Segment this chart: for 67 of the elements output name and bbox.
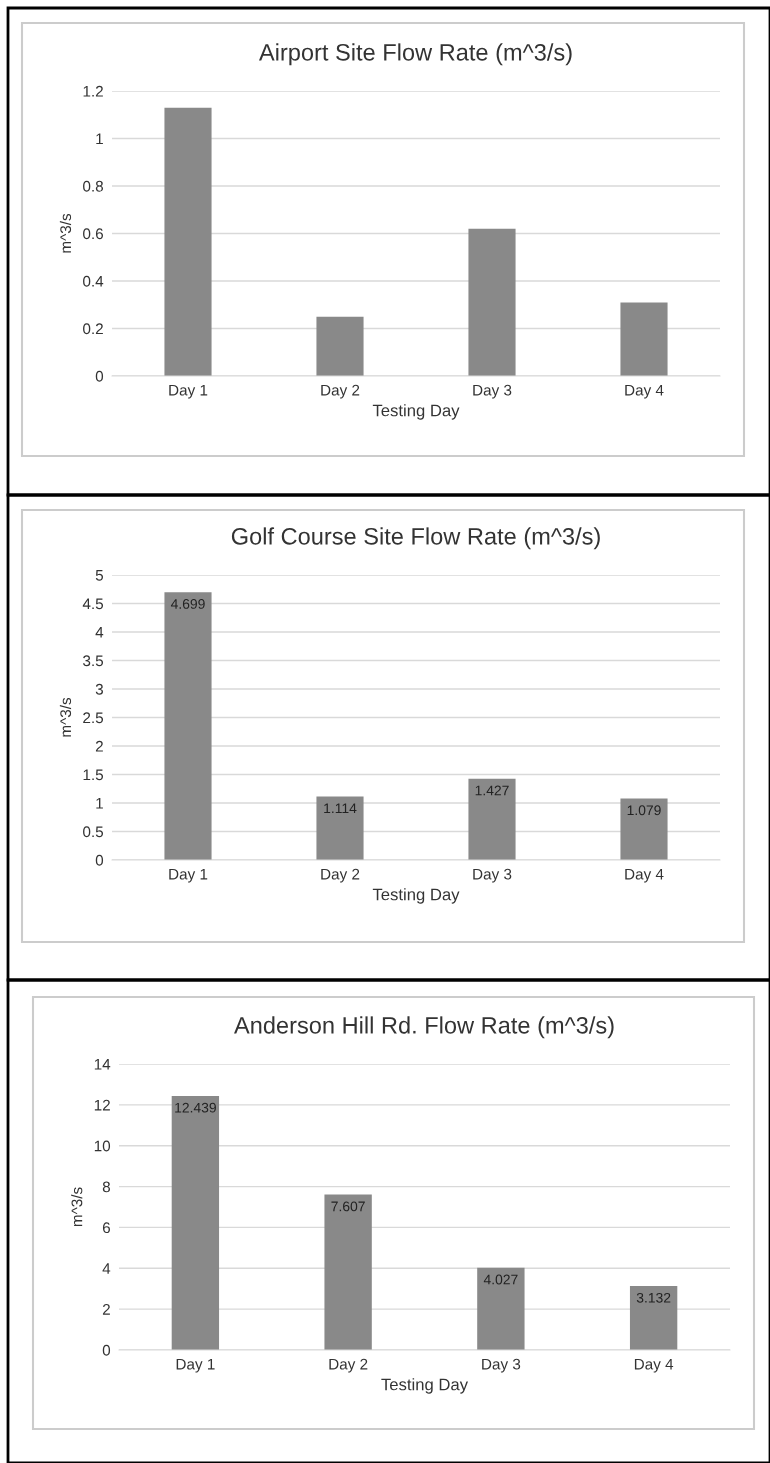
data-label: 3.132 [636,1292,671,1303]
y-tick-label: 0.2 [83,323,103,335]
data-label: 7.607 [331,1201,365,1212]
x-axis-title: Testing Day [381,1378,469,1394]
x-tick-label: Day 3 [482,1358,521,1373]
y-tick-label: 1.5 [83,769,104,781]
x-tick-label: Day 1 [176,1358,215,1373]
y-tick-label: 0 [95,854,104,866]
x-tick-label: Day 1 [169,384,208,399]
x-tick-label: Day 3 [473,384,512,399]
y-axis-title: m^3/s [59,213,72,253]
y-tick-label: 1 [96,798,103,809]
chart-title: Anderson Hill Rd. Flow Rate (m^3/s) [234,1016,614,1039]
x-tick-label: Day 4 [625,384,664,399]
y-tick-label: 4 [102,1263,111,1274]
y-tick-label: 3.5 [83,655,104,667]
y-tick-label: 0.5 [83,826,104,838]
y-tick-label: 4.5 [82,598,104,610]
chart-title: Golf Course Site Flow Rate (m^3/s) [231,527,600,550]
bar [620,302,668,376]
bar [629,1286,678,1350]
data-label: 1.079 [627,805,661,816]
y-tick-label: 14 [94,1059,111,1070]
bar [620,798,668,860]
bar [324,1194,372,1350]
y-axis-title: m^3/s [71,1187,83,1227]
x-tick-label: Day 4 [634,1358,674,1373]
x-tick-label: Day 2 [329,1358,368,1373]
bar [316,796,364,860]
x-tick-label: Day 2 [321,868,360,883]
bar [164,107,212,376]
y-tick-label: 5 [95,570,104,581]
bar [164,592,212,860]
y-tick-label: 8 [102,1181,110,1193]
y-tick-label: 1.2 [83,85,103,97]
bar [316,316,364,376]
y-tick-label: 3 [95,683,103,695]
data-label: 4.699 [170,599,205,609]
bar [468,778,516,860]
y-axis-title: m^3/s [59,697,72,737]
x-axis-title: Testing Day [372,404,460,420]
y-tick-label: 2 [95,740,103,752]
y-tick-label: 12 [94,1099,110,1111]
bar [468,228,516,376]
y-tick-label: 0.4 [83,275,104,287]
y-tick-label: 4 [95,627,104,638]
bar [477,1267,525,1350]
x-tick-label: Day 1 [169,868,208,883]
data-label: 1.114 [324,803,357,814]
x-tick-label: Day 2 [321,384,360,399]
y-tick-label: 6 [102,1222,110,1234]
data-label: 4.027 [483,1274,518,1285]
y-tick-label: 10 [94,1140,111,1152]
y-tick-label: 0.6 [83,228,103,240]
chart-title: Airport Site Flow Rate (m^3/s) [258,43,572,66]
y-tick-label: 2 [102,1304,110,1315]
x-axis-title: Testing Day [372,888,460,904]
y-tick-label: 1 [96,133,103,145]
y-tick-label: 0 [95,370,104,382]
y-tick-label: 0 [102,1344,111,1356]
x-tick-label: Day 3 [473,868,512,883]
x-tick-label: Day 4 [625,868,664,883]
bar [171,1095,220,1350]
data-label: 12.439 [175,1102,216,1113]
y-tick-label: 0.8 [83,180,103,192]
y-tick-label: 2.5 [83,712,104,724]
data-label: 1.427 [475,785,509,796]
